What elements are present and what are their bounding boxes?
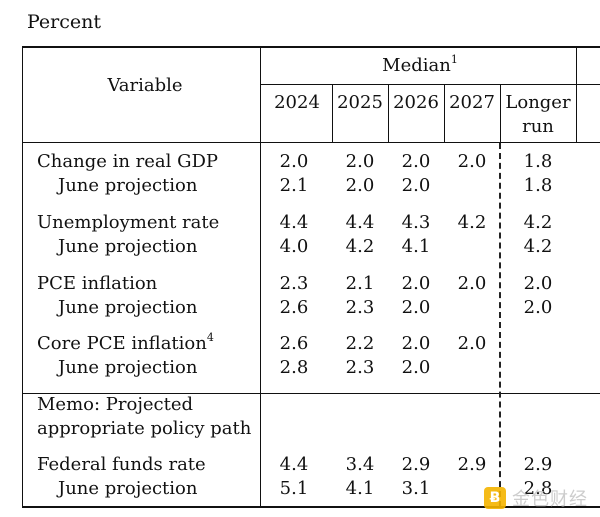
value-cell-longer-run: 1.8 <box>523 151 553 172</box>
value-cell-2027: 2.0 <box>457 151 487 172</box>
median-header: Median1 <box>382 53 458 76</box>
memo-line-2: appropriate policy path <box>37 418 252 439</box>
row-label-pce-june: June projection <box>58 297 198 318</box>
row-label-core-pce-june: June projection <box>58 357 198 378</box>
row-label-pce: PCE inflation <box>37 273 158 294</box>
value-cell-2025: 2.2 <box>345 333 375 354</box>
value-cell-2024: 4.4 <box>279 454 309 475</box>
year-header-2025: 2025 <box>337 92 383 113</box>
value-cell-2025: 2.1 <box>345 273 375 294</box>
value-cell-longer-run: 2.8 <box>523 478 553 499</box>
value-cell-2024: 2.1 <box>279 175 309 196</box>
watermark: Ƀ 金色财经 <box>484 485 588 511</box>
longer-run-header-line1: Longer <box>505 92 571 113</box>
value-cell-2026: 2.0 <box>401 273 431 294</box>
value-cell-2024: 4.4 <box>279 212 309 233</box>
year-divider-2027 <box>444 85 445 143</box>
year-divider-2025 <box>332 85 333 143</box>
value-cell-2025: 4.1 <box>345 478 375 499</box>
value-cell-2025: 4.4 <box>345 212 375 233</box>
year-divider-longer-run <box>500 85 501 143</box>
year-header-2024: 2024 <box>274 92 320 113</box>
value-cell-2025: 4.2 <box>345 236 375 257</box>
value-cell-2027: 4.2 <box>457 212 487 233</box>
value-cell-2026: 2.0 <box>401 175 431 196</box>
value-cell-2024: 2.6 <box>279 333 309 354</box>
value-cell-2024: 4.0 <box>279 236 309 257</box>
value-cell-2026: 4.3 <box>401 212 431 233</box>
top-rule <box>22 46 600 48</box>
value-cell-longer-run: 2.9 <box>523 454 553 475</box>
row-label-core-pce: Core PCE inflation4 <box>37 331 214 354</box>
year-divider-2026 <box>388 85 389 143</box>
value-cell-longer-run: 2.0 <box>523 297 553 318</box>
value-cell-2024: 2.3 <box>279 273 309 294</box>
value-cell-2024: 2.0 <box>279 151 309 172</box>
value-cell-2025: 2.3 <box>345 297 375 318</box>
year-header-2026: 2026 <box>393 92 439 113</box>
value-cell-2025: 2.3 <box>345 357 375 378</box>
value-cell-2024: 5.1 <box>279 478 309 499</box>
watermark-logo-icon: Ƀ <box>484 487 506 509</box>
variable-column-divider <box>260 47 261 507</box>
value-cell-2024: 2.6 <box>279 297 309 318</box>
value-cell-2027: 2.9 <box>457 454 487 475</box>
value-cell-2027: 2.0 <box>457 333 487 354</box>
value-cell-longer-run: 2.0 <box>523 273 553 294</box>
value-cell-longer-run: 1.8 <box>523 175 553 196</box>
value-cell-2026: 2.0 <box>401 151 431 172</box>
unit-label: Percent <box>27 11 102 33</box>
watermark-text: 金色财经 <box>512 489 588 510</box>
value-cell-2026: 2.0 <box>401 333 431 354</box>
value-cell-2026: 3.1 <box>401 478 431 499</box>
row-label-gdp-june: June projection <box>58 175 198 196</box>
value-cell-2026: 2.0 <box>401 297 431 318</box>
value-cell-2025: 3.4 <box>345 454 375 475</box>
variable-header: Variable <box>107 75 183 96</box>
row-label-real-gdp: Change in real GDP <box>37 151 219 172</box>
bottom-rule <box>22 506 600 508</box>
value-cell-2025: 2.0 <box>345 175 375 196</box>
core-pce-footnote-marker: 4 <box>206 331 214 344</box>
memo-top-rule <box>22 393 600 394</box>
longer-run-dashed-divider <box>499 143 501 507</box>
value-cell-2027: 2.0 <box>457 273 487 294</box>
median-right-border <box>576 47 577 143</box>
median-underline <box>260 84 600 85</box>
longer-run-header-line2: run <box>522 116 554 137</box>
year-header-2027: 2027 <box>449 92 495 113</box>
value-cell-2026: 2.9 <box>401 454 431 475</box>
memo-line-1: Memo: Projected <box>37 394 194 415</box>
header-bottom-rule <box>22 142 600 143</box>
value-cell-2026: 2.0 <box>401 357 431 378</box>
value-cell-longer-run: 4.2 <box>523 236 553 257</box>
row-label-unemployment: Unemployment rate <box>37 212 220 233</box>
value-cell-2024: 2.8 <box>279 357 309 378</box>
left-border <box>22 47 23 507</box>
row-label-federal-funds: Federal funds rate <box>37 454 206 475</box>
row-label-unemployment-june: June projection <box>58 236 198 257</box>
value-cell-2026: 4.1 <box>401 236 431 257</box>
value-cell-longer-run: 4.2 <box>523 212 553 233</box>
value-cell-2025: 2.0 <box>345 151 375 172</box>
median-footnote-marker: 1 <box>450 53 458 66</box>
row-label-federal-funds-june: June projection <box>58 478 198 499</box>
